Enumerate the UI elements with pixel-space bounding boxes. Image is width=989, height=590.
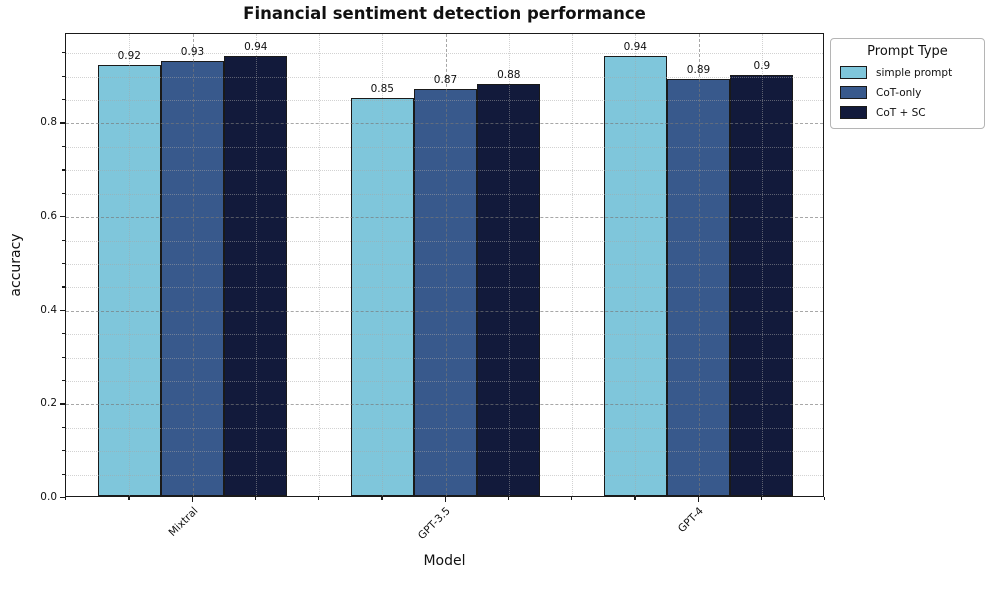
bar-value-label: 0.93 [180, 45, 205, 58]
bar-simple-prompt-mixtral [97, 65, 161, 496]
legend-swatch-cot-sc [840, 106, 867, 119]
legend-item-label: simple prompt [876, 66, 953, 79]
x-minor-tick [65, 497, 67, 500]
y-major-tick [60, 403, 65, 405]
bar-value-label: 0.88 [497, 69, 521, 81]
y-minor-tick [62, 75, 65, 77]
y-major-tick [60, 309, 65, 311]
legend-swatch-simple-prompt [840, 66, 867, 79]
y-tick-label: 0.2 [40, 397, 57, 410]
bar-simple-prompt-gpt-4 [603, 55, 667, 496]
bar-cot-only-gpt-3-5 [413, 88, 478, 496]
y-tick-label: 0.8 [40, 116, 57, 129]
y-minor-tick [62, 333, 65, 335]
legend-item-cot-sc: CoT + SC [840, 106, 975, 119]
x-minor-tick [634, 497, 636, 500]
x-major-tick [191, 497, 193, 502]
legend-item-label: CoT-only [876, 86, 922, 99]
legend-item-cot-only: CoT-only [840, 86, 975, 99]
x-axis-label: Model [423, 553, 466, 569]
y-minor-tick [62, 192, 65, 194]
x-tick-label-mixtral: Mixtral [166, 505, 200, 539]
y-minor-tick [62, 356, 65, 358]
bar-cot-sc-gpt-3-5 [477, 84, 541, 496]
y-minor-tick [62, 450, 65, 452]
legend: Prompt Type simple prompt CoT-only CoT + S… [830, 38, 985, 129]
bar-value-label: 0.92 [117, 50, 141, 63]
bar-value-label: 0.87 [433, 73, 458, 86]
x-minor-tick [128, 497, 130, 500]
y-minor-tick [62, 286, 65, 288]
x-minor-tick [571, 497, 573, 500]
gridline-minor-x [572, 34, 573, 496]
y-minor-tick [62, 426, 65, 429]
bar-cot-only-gpt-4 [666, 79, 731, 496]
bar-value-label: 0.85 [370, 83, 394, 95]
y-minor-tick [62, 169, 65, 171]
x-minor-tick [381, 497, 383, 500]
y-axis-label: accuracy [8, 233, 24, 297]
bar-simple-prompt-gpt-3-5 [350, 98, 414, 496]
bar-value-label: 0.89 [686, 64, 711, 77]
legend-item-label: CoT + SC [876, 106, 926, 119]
bar-cot-only-mixtral [160, 60, 225, 496]
y-minor-tick [62, 99, 65, 101]
x-major-tick [697, 497, 699, 502]
y-minor-tick [62, 52, 65, 54]
legend-items: simple prompt CoT-only CoT + SC [840, 66, 975, 119]
y-minor-tick [62, 379, 65, 382]
bar-cot-sc-mixtral [224, 55, 288, 496]
bar-value-label: 0.9 [753, 59, 771, 72]
x-minor-tick [254, 497, 257, 500]
x-major-tick [444, 497, 446, 502]
x-tick-label-gpt-4: GPT-4 [676, 505, 706, 535]
bar-value-label: 0.94 [244, 40, 268, 53]
bar-cot-sc-gpt-4 [730, 74, 794, 496]
chart-title: Financial sentiment detection performanc… [243, 4, 646, 23]
y-tick-label: 0.4 [40, 303, 57, 316]
legend-swatch-cot-only [840, 86, 867, 99]
x-minor-tick [824, 497, 826, 500]
plot-area: 0.92 0.85 0.94 0.93 0.87 0.89 0.94 0.88 0.9 [65, 33, 824, 497]
y-tick-label: 0.0 [40, 491, 57, 503]
y-major-tick [60, 216, 65, 218]
bar-value-label: 0.94 [623, 40, 647, 53]
x-minor-tick [318, 497, 320, 500]
y-tick-label: 0.6 [40, 210, 57, 223]
gridline-minor-x [319, 34, 320, 496]
legend-title: Prompt Type [867, 44, 948, 59]
y-minor-tick [62, 473, 65, 475]
x-minor-tick [507, 497, 510, 500]
y-major-tick [60, 497, 65, 499]
x-tick-label-gpt-3-5: GPT-3.5 [415, 505, 453, 543]
x-minor-tick [760, 497, 763, 500]
y-minor-tick [62, 262, 65, 265]
y-minor-tick [62, 145, 65, 148]
y-minor-tick [62, 239, 65, 241]
legend-item-simple-prompt: simple prompt [840, 66, 975, 79]
y-major-tick [60, 122, 65, 124]
